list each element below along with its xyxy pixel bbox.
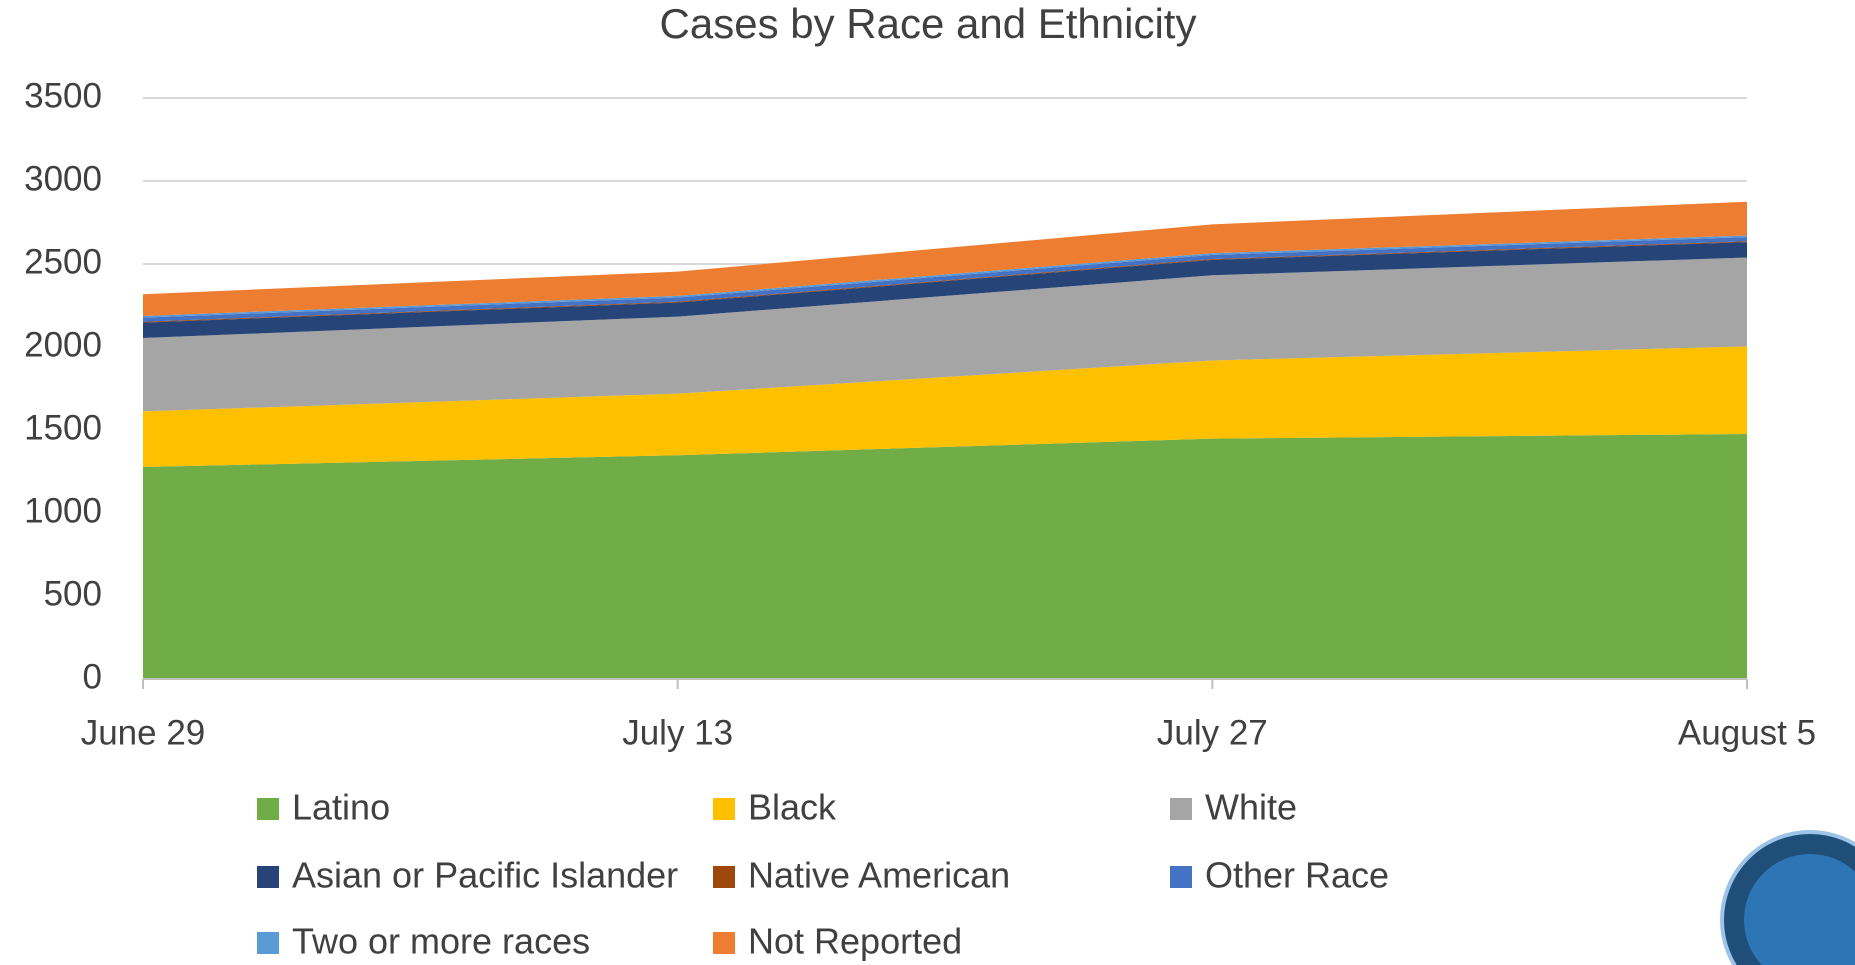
area	[143, 257, 1747, 412]
area	[143, 242, 1747, 339]
y-tick-label: 1000	[24, 491, 102, 530]
area	[143, 433, 1747, 679]
y-tick-label: 3500	[24, 76, 102, 115]
y-tick-label: 500	[44, 574, 102, 613]
legend-swatch	[1170, 798, 1192, 820]
y-tick-label: 3000	[24, 159, 102, 198]
legend-label: Not Reported	[748, 921, 962, 962]
legend-swatch	[713, 798, 735, 820]
logo	[1720, 830, 1855, 965]
x-tick-label: June 29	[81, 713, 206, 752]
legend-label: Black	[748, 787, 837, 828]
legend-swatch	[257, 866, 279, 888]
y-tick-label: 2000	[24, 325, 102, 364]
y-tick-label: 0	[83, 657, 102, 696]
y-tick-label: 1500	[24, 408, 102, 447]
legend-swatch	[713, 866, 735, 888]
legend-label: Native American	[748, 855, 1010, 896]
chart-title: Cases by Race and Ethnicity	[660, 0, 1197, 47]
area	[143, 201, 1747, 316]
area	[143, 237, 1747, 322]
legend-label: Latino	[292, 787, 390, 828]
y-tick-label: 2500	[24, 242, 102, 281]
x-tick-label: August 5	[1678, 713, 1816, 752]
legend-label: Two or more races	[292, 921, 590, 962]
area	[143, 346, 1747, 468]
legend-swatch	[257, 932, 279, 954]
legend-label: Other Race	[1205, 855, 1389, 896]
legend-swatch	[257, 798, 279, 820]
legend-label: Asian or Pacific Islander	[292, 855, 678, 896]
legend-label: White	[1205, 787, 1297, 828]
legend-swatch	[713, 932, 735, 954]
x-tick-label: July 13	[622, 713, 733, 752]
x-tick-label: July 27	[1157, 713, 1268, 752]
legend-swatch	[1170, 866, 1192, 888]
